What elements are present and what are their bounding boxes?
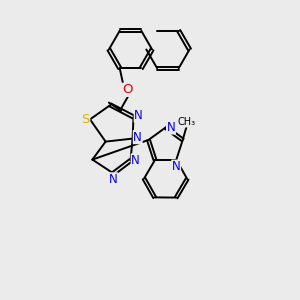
Text: S: S: [81, 113, 90, 126]
Text: N: N: [133, 130, 142, 144]
Text: O: O: [122, 83, 133, 96]
Text: N: N: [131, 154, 140, 167]
Text: CH₃: CH₃: [178, 117, 196, 127]
Text: N: N: [134, 109, 143, 122]
Text: N: N: [167, 121, 176, 134]
Text: N: N: [172, 160, 181, 173]
Text: N: N: [109, 173, 118, 186]
